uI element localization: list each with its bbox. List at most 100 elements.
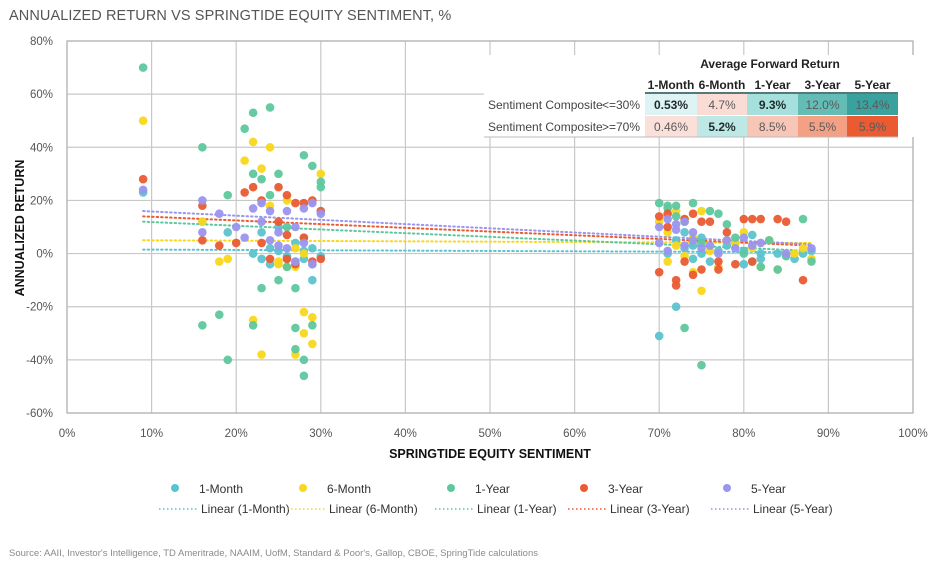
x-tick-label: 10% xyxy=(140,428,163,440)
data-point xyxy=(257,217,266,226)
data-point xyxy=(671,212,681,221)
legend-item: Linear (6-Month) xyxy=(287,502,418,516)
data-point xyxy=(223,228,233,237)
data-point xyxy=(697,286,706,296)
data-point xyxy=(223,355,233,365)
x-tick-label: 100% xyxy=(898,428,927,440)
data-point xyxy=(688,235,698,245)
data-point xyxy=(291,323,300,333)
table-cell-value: 4.7% xyxy=(708,98,736,112)
data-point xyxy=(671,241,681,250)
data-point xyxy=(198,196,207,205)
legend-marker-icon xyxy=(299,484,307,492)
data-point xyxy=(714,209,723,219)
data-point xyxy=(299,371,309,381)
data-point xyxy=(138,63,148,72)
data-point xyxy=(654,212,664,221)
data-point xyxy=(282,243,292,253)
table-column-header: 3-Year xyxy=(804,78,840,92)
data-point xyxy=(265,243,275,253)
data-point xyxy=(688,198,698,208)
legend-item: 3-Year xyxy=(580,482,643,496)
data-point xyxy=(747,214,757,224)
data-point xyxy=(240,233,249,242)
data-point xyxy=(291,243,300,253)
legend-item: Linear (1-Month) xyxy=(159,502,290,516)
data-point xyxy=(291,222,300,232)
data-point xyxy=(773,214,782,224)
data-point xyxy=(773,249,782,258)
table-row: Sentiment Composite <=30% 0.53% 4.7% 9.3% 12.… xyxy=(488,94,898,115)
x-tick-label: 80% xyxy=(732,428,755,440)
data-point xyxy=(680,228,689,237)
data-point xyxy=(688,209,698,219)
data-point xyxy=(731,243,740,253)
legend-label: 5-Year xyxy=(751,482,786,496)
data-point xyxy=(265,142,275,152)
table-column-header: 1-Year xyxy=(754,78,790,92)
data-point xyxy=(299,328,309,338)
data-point xyxy=(807,243,816,253)
legend-item: 5-Year xyxy=(723,482,786,496)
table-row-condition: >=70% xyxy=(602,120,640,134)
data-point xyxy=(257,238,266,248)
data-point xyxy=(756,238,766,248)
data-point xyxy=(308,161,317,171)
table-cell-fill xyxy=(847,116,898,137)
data-point xyxy=(705,206,715,216)
data-point xyxy=(240,156,249,165)
data-point xyxy=(257,350,266,359)
data-point xyxy=(248,182,258,192)
data-point xyxy=(248,137,258,147)
data-point xyxy=(739,249,749,258)
table-cell-value: 5.9% xyxy=(859,120,887,134)
data-point xyxy=(299,238,309,248)
trendline-6-month xyxy=(142,239,813,244)
data-point xyxy=(248,204,258,213)
legend-label: Linear (3-Year) xyxy=(610,502,690,516)
data-point xyxy=(654,331,664,341)
data-point xyxy=(265,206,275,216)
data-point xyxy=(747,241,757,250)
table-cell-value: 0.53% xyxy=(654,98,688,112)
data-point xyxy=(231,222,241,232)
data-point xyxy=(308,259,317,269)
data-point xyxy=(198,321,207,330)
trendline-1-month xyxy=(142,248,813,254)
data-point xyxy=(688,254,698,264)
data-point xyxy=(257,283,266,293)
data-point xyxy=(223,254,233,264)
legend-label: 1-Month xyxy=(199,482,243,496)
data-point xyxy=(231,238,241,248)
x-tick-label: 0% xyxy=(59,428,76,440)
legend-item: 6-Month xyxy=(299,482,371,496)
data-point xyxy=(697,265,706,274)
data-point xyxy=(257,228,266,237)
data-point xyxy=(274,275,283,285)
data-point xyxy=(798,214,808,224)
y-tick-label: 0% xyxy=(36,249,53,261)
y-axis-title: ANNUALIZED RETURN xyxy=(13,160,27,297)
x-axis-ticks: 0% 10% 20% 30% 40% 50% 60% 70% 80% 90% 100% xyxy=(59,428,928,440)
data-point xyxy=(798,275,808,285)
data-point xyxy=(265,254,275,264)
data-point xyxy=(138,185,148,195)
table-cell-value: 9.3% xyxy=(759,98,787,112)
data-point xyxy=(198,235,207,245)
series-5-year xyxy=(138,185,816,269)
data-point xyxy=(198,217,207,226)
legend-marker-icon xyxy=(171,484,179,492)
legend-item: Linear (3-Year) xyxy=(568,502,690,516)
data-point xyxy=(282,222,292,232)
table-cell-fill xyxy=(697,116,747,137)
legend-label: Linear (6-Month) xyxy=(329,502,418,516)
table-cell-fill xyxy=(798,116,847,137)
data-point xyxy=(680,323,689,333)
data-point xyxy=(214,241,224,250)
data-point xyxy=(299,204,309,213)
data-point xyxy=(265,190,275,200)
legend-label: 6-Month xyxy=(327,482,371,496)
x-tick-label: 20% xyxy=(225,428,248,440)
table-cell-value: 13.4% xyxy=(855,98,889,112)
y-tick-label: 40% xyxy=(30,142,53,154)
